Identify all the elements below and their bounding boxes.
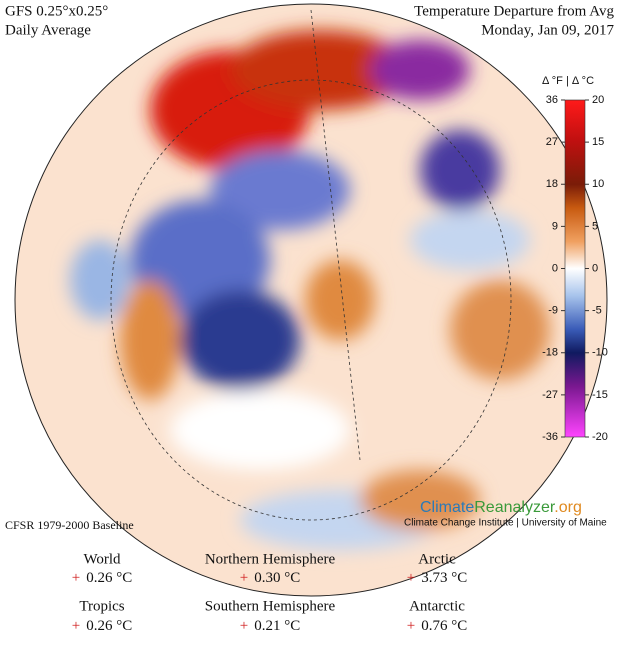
f-tick-label: -18 (542, 347, 558, 359)
model: GFS 0.25°x0.25° (5, 3, 108, 19)
stat-sign: + (72, 618, 80, 634)
stat-value: +0.26 °C (72, 618, 132, 634)
stat-value: +0.30 °C (240, 570, 300, 586)
stat-number: 0.26 °C (86, 618, 132, 634)
stat-label: Antarctic (409, 598, 465, 614)
colorbar (564, 99, 586, 438)
logo-part: Reanalyzer (474, 499, 556, 516)
c-tick-label: -15 (592, 389, 608, 401)
c-tick-label: -5 (592, 305, 602, 317)
f-tick-label: -9 (548, 305, 558, 317)
stat-sign: + (240, 618, 248, 634)
stat-label: World (83, 551, 121, 567)
stat-number: 0.30 °C (254, 570, 300, 586)
stat-number: 0.26 °C (86, 570, 132, 586)
period: Daily Average (5, 22, 91, 38)
stat-number: 0.76 °C (421, 618, 467, 634)
c-tick-label: 20 (592, 94, 604, 106)
f-tick-label: 18 (546, 178, 558, 190)
f-tick-label: -36 (542, 431, 558, 443)
stat-value: +0.26 °C (72, 570, 132, 586)
stat-sign: + (240, 570, 248, 586)
stat-sign: + (407, 570, 415, 586)
logo-credit: Climate Change Institute | University of… (404, 518, 607, 529)
title: Temperature Departure from Avg (414, 3, 614, 19)
stat-value: +0.21 °C (240, 618, 300, 634)
c-tick-label: 15 (592, 136, 604, 148)
stat-number: 0.21 °C (254, 618, 300, 634)
stat-label: Southern Hemisphere (205, 598, 336, 614)
stat-sign: + (72, 570, 80, 586)
logo: ClimateReanalyzer.org (420, 499, 582, 516)
c-tick-label: -20 (592, 431, 608, 443)
colorbar-ticks: 36 27 18 9 0 -9 -18 -27 -36 20 15 10 5 0 -5 -10 -15 -20 (542, 94, 608, 443)
stat-label: Arctic (418, 551, 456, 567)
stat-label: Northern Hemisphere (205, 551, 336, 567)
stat-value: +3.73 °C (407, 570, 467, 586)
map (15, 4, 607, 596)
stat-label: Tropics (79, 598, 124, 614)
logo-part: .org (554, 499, 582, 516)
c-tick-label: 5 (592, 220, 598, 232)
globe-outline (14, 3, 608, 597)
f-tick-label: 27 (546, 136, 558, 148)
c-tick-label: -10 (592, 347, 608, 359)
c-tick-label: 0 (592, 262, 598, 274)
stat-value: +0.76 °C (407, 618, 467, 634)
colorbar-units: Δ °F | Δ °C (542, 75, 594, 87)
f-tick-label: -27 (542, 389, 558, 401)
stat-number: 3.73 °C (421, 570, 467, 586)
f-tick-label: 0 (552, 262, 558, 274)
stat-sign: + (407, 618, 415, 634)
f-tick-label: 36 (546, 94, 558, 106)
c-tick-label: 10 (592, 178, 604, 190)
f-tick-label: 9 (552, 220, 558, 232)
date: Monday, Jan 09, 2017 (481, 22, 614, 38)
logo-part: Climate (420, 499, 474, 516)
baseline: CFSR 1979-2000 Baseline (5, 518, 134, 532)
